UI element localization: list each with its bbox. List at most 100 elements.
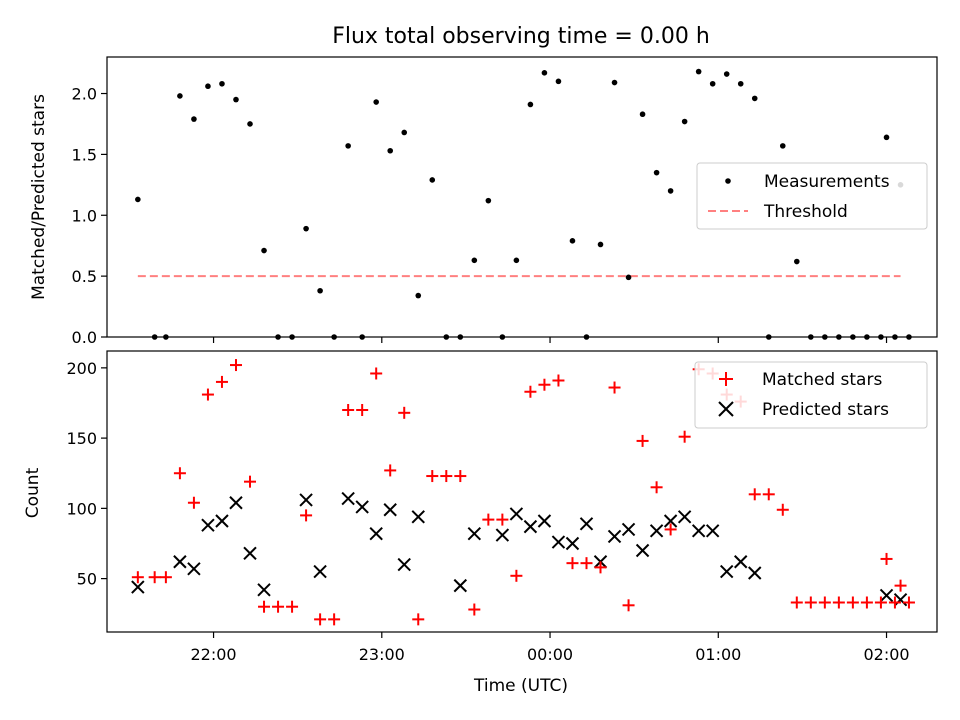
matched-star-point [608, 381, 621, 394]
matched-star-point [846, 596, 859, 609]
predicted-star-point [187, 562, 201, 576]
matched-star-point [384, 464, 397, 477]
measurement-point [723, 71, 730, 77]
legend-predicted-label: Predicted stars [762, 400, 889, 420]
measurement-point [793, 258, 800, 265]
measurement-point [373, 99, 379, 105]
matched-star-point [398, 406, 411, 419]
matched-star-point [902, 596, 915, 609]
predicted-star-point [523, 519, 538, 534]
measurement-point [261, 247, 267, 254]
matched-star-point [636, 434, 649, 447]
matched-star-point [776, 503, 789, 516]
x-tick-label: 22:00 [190, 645, 236, 664]
matched-star-point [356, 404, 369, 417]
measurement-point [247, 121, 253, 127]
measurement-points [135, 68, 912, 340]
legend-threshold-label: Threshold [763, 202, 848, 222]
top-legend-box [696, 162, 928, 230]
measurement-point [779, 143, 786, 149]
predicted-star-point [893, 592, 908, 607]
measurement-point [331, 334, 337, 340]
predicted-star-point [215, 514, 229, 528]
matched-star-point [678, 430, 691, 443]
matched-star-point [524, 385, 537, 398]
predicted-star-point [397, 557, 411, 572]
bottom-panel-frame [106, 350, 938, 633]
predicted-star-point [677, 510, 692, 524]
measurement-point [401, 129, 408, 136]
predicted-star-point [243, 546, 257, 561]
matched-star-point [510, 569, 523, 582]
measurement-point [429, 177, 436, 183]
matched-star-point [173, 467, 186, 480]
matched-star-point [566, 557, 579, 570]
measurement-point [359, 334, 365, 340]
predicted-star-point [495, 528, 510, 542]
measurement-point [737, 80, 744, 87]
predicted-star-point [748, 566, 762, 580]
matched-star-point [440, 470, 453, 483]
measurement-point [317, 287, 323, 294]
matched-star-point [468, 603, 481, 616]
measurement-point [387, 147, 394, 154]
predicted-star-point [537, 514, 552, 528]
legend-matched-marker [719, 372, 733, 386]
measurement-point [233, 96, 239, 103]
matched-star-point [148, 571, 161, 584]
measurement-point [151, 334, 158, 340]
matched-star-point [201, 388, 214, 401]
measurement-point [471, 257, 478, 264]
matched-star-point [300, 509, 313, 522]
measurement-point [611, 79, 618, 86]
bottom-y-tick-label: 200 [66, 359, 97, 378]
measurement-point [695, 68, 702, 75]
predicted-star-point [341, 491, 355, 506]
matched-star-point [622, 599, 635, 612]
measurement-point [808, 334, 814, 340]
matched-star-point [594, 561, 607, 574]
measurement-point [177, 93, 183, 99]
measurement-point [639, 111, 646, 118]
measurement-point [303, 225, 309, 232]
matched-star-point [552, 374, 565, 387]
top-y-tick-label: 1.5 [72, 145, 97, 164]
matched-star-point [832, 596, 845, 609]
measurement-point [625, 274, 632, 281]
measurement-point [289, 334, 295, 340]
matched-star-point [762, 488, 775, 501]
measurement-point [415, 292, 422, 299]
measurement-point [906, 334, 912, 340]
matched-star-point [894, 579, 907, 592]
predicted-star-point [734, 555, 748, 569]
predicted-star-point [173, 555, 187, 569]
measurement-point [836, 334, 842, 340]
measurement-point [205, 83, 211, 90]
matched-star-point [888, 596, 901, 609]
matched-star-point [880, 552, 893, 565]
predicted-star-point [705, 524, 720, 538]
measurement-point [751, 95, 758, 102]
measurement-point [485, 197, 492, 204]
predicted-star-point [551, 535, 566, 549]
matched-star-point [580, 557, 593, 570]
matched-star-point [342, 404, 355, 417]
matched-star-point [258, 600, 271, 613]
matched-star-point [790, 596, 803, 609]
predicted-star-point [691, 524, 706, 538]
measurement-point [681, 118, 688, 125]
matched-star-point [748, 488, 761, 501]
matched-star-point [159, 571, 172, 584]
matched-star-point [496, 513, 509, 526]
measurement-point [583, 334, 590, 340]
matched-star-point [454, 470, 467, 483]
predicted-star-point [411, 510, 425, 524]
matched-star-point [664, 523, 677, 536]
measurement-point [219, 80, 225, 87]
predicted-star-point [879, 588, 894, 603]
x-tick-label: 01:00 [695, 645, 741, 664]
predicted-star-point [579, 517, 594, 531]
measurement-point [345, 143, 351, 149]
top-y-axis-label: Matched/Predicted stars [29, 94, 49, 300]
chart-title: Flux total observing time = 0.00 h [332, 24, 710, 49]
